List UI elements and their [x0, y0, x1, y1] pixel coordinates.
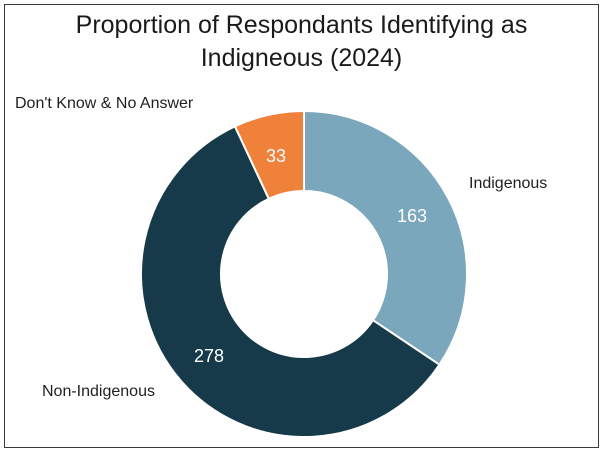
chart-title-line-1: Proportion of Respondants Identifying as: [75, 11, 528, 39]
category-label-non-indigenous: Non-Indigenous: [42, 383, 155, 400]
value-label-indigenous: 163: [397, 206, 427, 226]
slice-non-indigenous: [140, 125, 441, 438]
value-label-dont-know: 33: [266, 146, 286, 166]
value-label-non-indigenous: 278: [194, 346, 224, 366]
slice-dont-know: [233, 109, 305, 201]
chart-title: Proportion of Respondants Identifying as…: [5, 9, 598, 75]
category-label-indigenous: Indigenous: [469, 175, 547, 192]
category-label-dont-know: Don't Know & No Answer: [15, 95, 194, 112]
slice-indigenous: [303, 109, 468, 367]
chart-title-line-2: Indigneous (2024): [200, 44, 403, 72]
donut-slices: [140, 109, 468, 438]
